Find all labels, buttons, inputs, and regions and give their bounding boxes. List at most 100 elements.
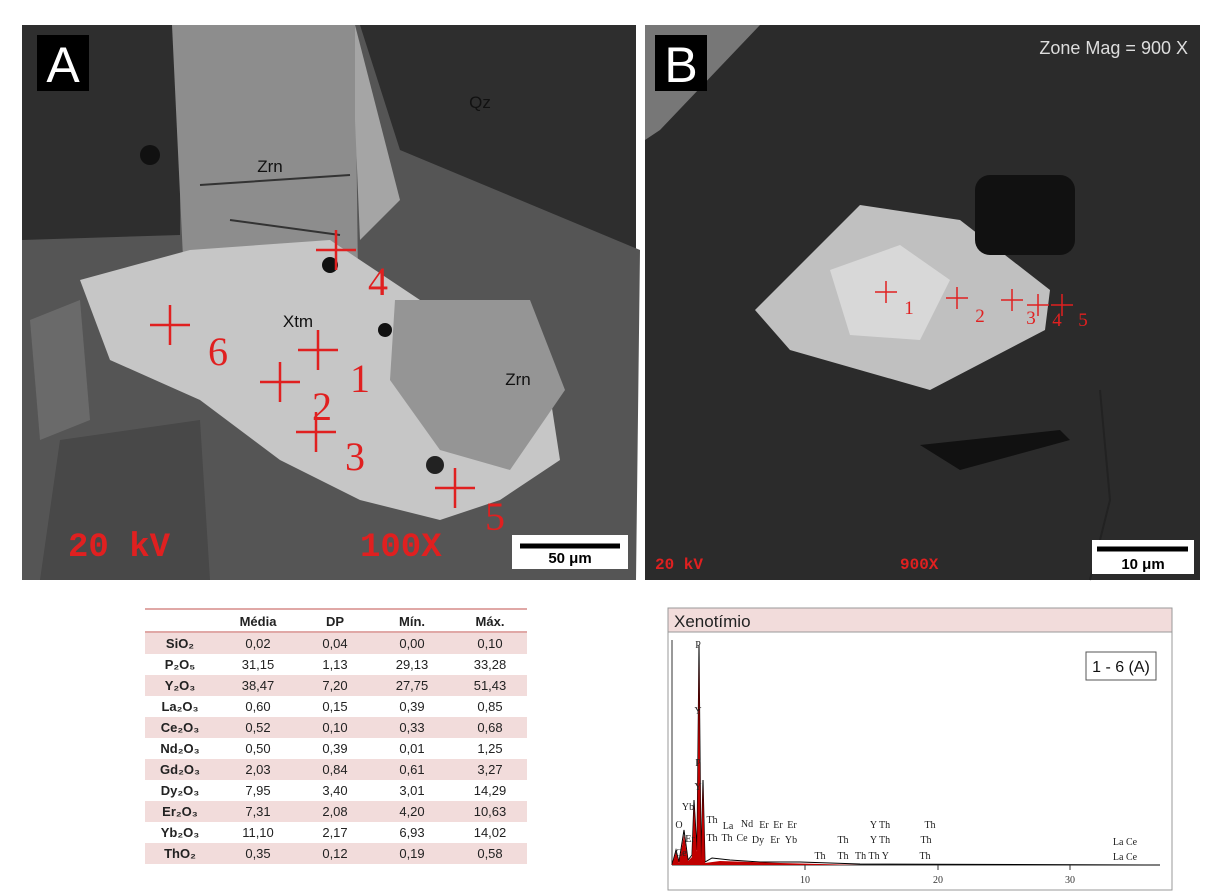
table-cell: Y₂O₃ [165, 678, 196, 693]
peak-label: Dy [752, 835, 764, 846]
table-cell: 0,10 [322, 720, 347, 735]
table-cell: 4,20 [399, 804, 424, 819]
table-cell: 33,28 [474, 657, 507, 672]
point-label: 3 [345, 434, 365, 479]
table-cell: 3,01 [399, 783, 424, 798]
table-cell: Dy₂O₃ [161, 783, 200, 798]
peak-label: Th [920, 835, 931, 846]
table-cell: 7,31 [245, 804, 270, 819]
table-cell: 0,15 [322, 699, 347, 714]
peak-label: La [723, 821, 734, 832]
peak-label: Th [814, 851, 825, 862]
peak-label: Er [759, 820, 769, 831]
table-cell: 31,15 [242, 657, 275, 672]
peak-label: Ce [736, 833, 748, 844]
page: AQzZrnXtmZrn12345620 kV100X50 μmBZone Ma… [0, 0, 1214, 895]
figure: AQzZrnXtmZrn12345620 kV100X50 μmBZone Ma… [0, 0, 1214, 895]
table-header: Máx. [476, 614, 505, 629]
table-cell: 38,47 [242, 678, 275, 693]
table-cell: 6,93 [399, 825, 424, 840]
table-cell: 0,35 [245, 846, 270, 861]
sem-image-a [22, 25, 640, 580]
table-cell: 0,19 [399, 846, 424, 861]
mineral-label: Qz [469, 93, 491, 112]
legend-label: 1 - 6 (A) [1092, 659, 1150, 676]
table-cell: 7,95 [245, 783, 270, 798]
peak-label: La Ce [1113, 837, 1138, 848]
peak-label: Y [694, 782, 701, 793]
peak-label: Yb [785, 835, 797, 846]
panel-letter: A [46, 37, 80, 93]
x-tick-label: 10 [800, 875, 810, 886]
mineral-label: Xtm [283, 312, 313, 331]
peak-label: Th [837, 851, 848, 862]
table-header: DP [326, 614, 344, 629]
magnification: 100X [360, 529, 442, 567]
table-cell: 1,13 [322, 657, 347, 672]
table-cell: 0,04 [322, 636, 347, 651]
table-cell: Nd₂O₃ [160, 741, 199, 756]
voltage: 20 kV [68, 529, 171, 567]
table-cell: 0,58 [477, 846, 502, 861]
zone-mag: Zone Mag = 900 X [1039, 38, 1188, 58]
table-cell: 0,02 [245, 636, 270, 651]
point-label: 1 [350, 356, 370, 401]
scale-label: 10 μm [1121, 556, 1164, 573]
table-cell: La₂O₃ [161, 699, 198, 714]
table-cell: 29,13 [396, 657, 429, 672]
peak-label: P [695, 758, 701, 769]
table-cell: 3,40 [322, 783, 347, 798]
peak-label: La Ce [1113, 852, 1138, 863]
table-cell: 0,61 [399, 762, 424, 777]
peak-label: Er [770, 835, 780, 846]
table-cell: P₂O₅ [165, 657, 196, 672]
table-cell: 1,25 [477, 741, 502, 756]
peak-label: Th [837, 835, 848, 846]
peak-label: Er [787, 820, 797, 831]
table-cell: 0,60 [245, 699, 270, 714]
peak-label: Th [721, 833, 732, 844]
table-cell: SiO₂ [166, 636, 194, 651]
peak-label: Th [924, 820, 935, 831]
table-header: Mín. [399, 614, 425, 629]
table-cell: 0,68 [477, 720, 502, 735]
table-cell: 0,10 [477, 636, 502, 651]
spectrum-title: Xenotímio [674, 612, 751, 631]
x-tick-label: 20 [933, 875, 943, 886]
table-cell: 0,39 [399, 699, 424, 714]
peak-label: Y Th [870, 820, 890, 831]
sem-image-b [645, 25, 1200, 580]
table-cell: 3,27 [477, 762, 502, 777]
point-label: 6 [208, 329, 228, 374]
table-cell: 2,03 [245, 762, 270, 777]
x-tick-label: 30 [1065, 875, 1075, 886]
point-label: 3 [1026, 308, 1036, 329]
table-cell: 14,29 [474, 783, 507, 798]
peak-label: Th [706, 833, 717, 844]
table-cell: 0,50 [245, 741, 270, 756]
peak-label: Er [773, 820, 783, 831]
table-cell: Ce₂O₃ [161, 720, 200, 735]
peak-label: Th Th Y [855, 851, 889, 862]
table-cell: 0,33 [399, 720, 424, 735]
table-header: Média [240, 614, 278, 629]
point-label: 2 [975, 306, 985, 327]
table-cell: Gd₂O₃ [160, 762, 200, 777]
scale-label: 50 μm [548, 550, 591, 567]
table-cell: Er₂O₃ [162, 804, 198, 819]
table-cell: 0,01 [399, 741, 424, 756]
point-label: 5 [1078, 310, 1088, 331]
table-cell: 0,39 [322, 741, 347, 756]
table-cell: 7,20 [322, 678, 347, 693]
peak-label: Ce [675, 848, 687, 859]
table-cell: 2,08 [322, 804, 347, 819]
table-cell: ThO₂ [164, 846, 196, 861]
table-cell: 27,75 [396, 678, 429, 693]
peak-label: Y Th [870, 835, 890, 846]
table-cell: 0,52 [245, 720, 270, 735]
spectrum-frame [668, 608, 1172, 890]
peak-label: Th [706, 815, 717, 826]
panel-letter: B [664, 37, 697, 93]
mineral-label: Zrn [257, 157, 283, 176]
table-cell: 2,17 [322, 825, 347, 840]
